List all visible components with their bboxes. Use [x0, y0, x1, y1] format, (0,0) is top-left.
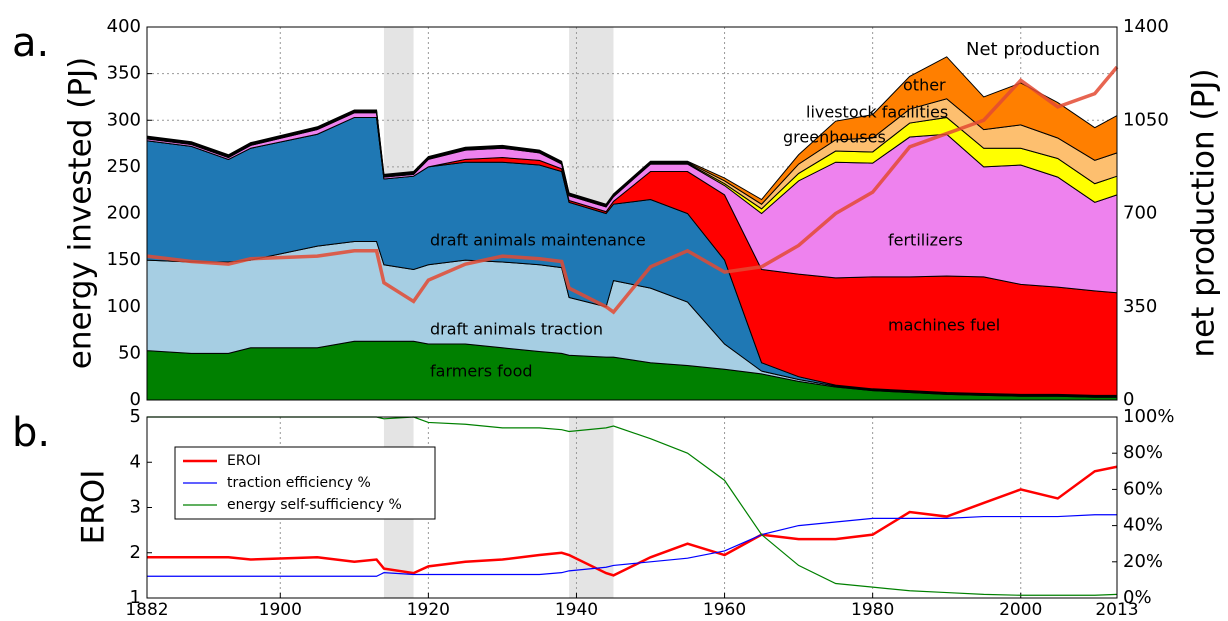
- y-tick-label: 0: [130, 389, 141, 410]
- series-label: greenhouses: [783, 128, 886, 147]
- legend-box: [174, 446, 436, 520]
- y2-tick-label: 100%: [1123, 406, 1174, 427]
- plot-frame: [146, 26, 1118, 401]
- y-axis-label: energy invested (PJ): [63, 57, 99, 369]
- y2-axis-label: net production (PJ): [1186, 68, 1222, 357]
- x-tick-label: 1980: [851, 600, 894, 620]
- x-tick-label: 1940: [555, 600, 598, 620]
- y-tick-label: 200: [107, 203, 141, 224]
- legend-label: energy self-sufficiency %: [227, 497, 402, 513]
- x-tick-label: 1882: [125, 600, 168, 620]
- y-tick-label: 300: [107, 109, 141, 130]
- legend-label: traction efficiency %: [227, 475, 371, 491]
- y-axis-label: EROI: [76, 470, 112, 545]
- y-tick-label: 100: [107, 296, 141, 317]
- series-label: machines fuel: [888, 316, 1000, 335]
- x-tick-label: 1920: [407, 600, 450, 620]
- series-label: farmers food: [430, 362, 533, 381]
- y2-tick-label: 0: [1123, 389, 1134, 410]
- y-tick-label: 4: [130, 451, 141, 472]
- y-tick-label: 1: [130, 587, 141, 608]
- x-tick-label: 1900: [259, 600, 302, 620]
- panel-label: a.: [12, 20, 49, 66]
- plot-frame: [146, 416, 1118, 599]
- series-label: draft animals traction: [430, 320, 603, 339]
- y2-tick-label: 80%: [1123, 442, 1163, 463]
- y-tick-label: 350: [107, 63, 141, 84]
- y2-tick-label: 350: [1123, 296, 1157, 317]
- y2-tick-label: 60%: [1123, 478, 1163, 499]
- x-tick-label: 2013: [1095, 600, 1138, 620]
- legend-label: EROI: [227, 453, 261, 469]
- y-tick-label: 400: [107, 16, 141, 37]
- series-label: Net production: [966, 39, 1100, 60]
- y-tick-label: 3: [130, 497, 141, 518]
- y-tick-label: 5: [130, 406, 141, 427]
- series-label: fertilizers: [888, 231, 963, 250]
- line: [147, 514, 1117, 577]
- series-label: livestock facilities: [806, 103, 948, 122]
- line: [147, 465, 1118, 577]
- y-tick-label: 50: [118, 342, 141, 363]
- x-tick-label: 1960: [703, 600, 746, 620]
- y-tick-label: 150: [107, 249, 141, 270]
- y2-tick-label: 0%: [1123, 587, 1152, 608]
- y2-tick-label: 700: [1123, 203, 1157, 224]
- line: [146, 65, 1119, 315]
- y-tick-label: 250: [107, 156, 141, 177]
- y-tick-label: 2: [130, 542, 141, 563]
- shaded-period: [569, 417, 614, 598]
- series-label: draft animals maintenance: [430, 231, 646, 250]
- panel-label: b.: [12, 410, 50, 456]
- y2-tick-label: 1400: [1123, 16, 1169, 37]
- y2-tick-label: 1050: [1123, 109, 1169, 130]
- y2-tick-label: 20%: [1123, 551, 1163, 572]
- x-tick-label: 2000: [999, 600, 1042, 620]
- y2-tick-label: 40%: [1123, 515, 1163, 536]
- series-label: other: [903, 76, 946, 95]
